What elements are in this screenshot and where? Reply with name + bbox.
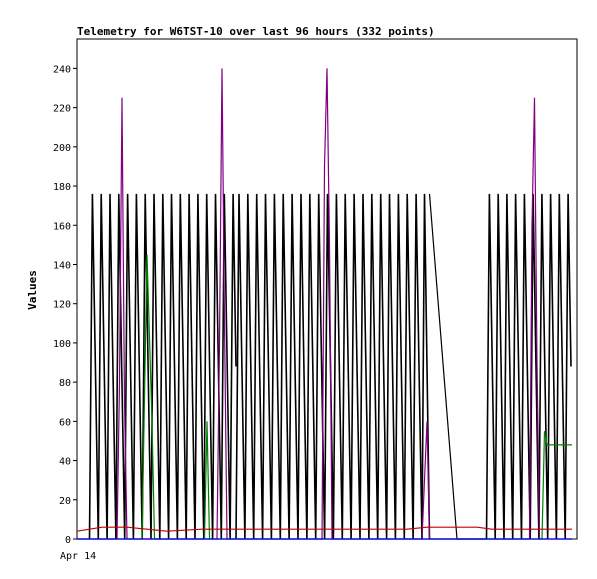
series-line — [485, 193, 572, 540]
y-tick-label: 180 — [53, 182, 71, 193]
y-tick-label: 100 — [53, 339, 71, 350]
y-tick-label: 20 — [59, 496, 71, 507]
y-tick-label: 220 — [53, 104, 71, 115]
series-line — [235, 193, 423, 540]
y-tick-label: 240 — [53, 64, 71, 75]
y-axis-label: Values — [26, 270, 39, 310]
series-line — [88, 193, 237, 540]
y-tick-label: 0 — [65, 535, 71, 546]
y-tick-label: 40 — [59, 457, 71, 468]
series-line — [76, 526, 572, 532]
series-line — [428, 193, 487, 540]
y-tick-label: 160 — [53, 221, 71, 232]
y-tick-label: 120 — [53, 300, 71, 311]
series-layer — [76, 68, 572, 540]
series-line — [77, 68, 572, 540]
chart-title: Telemetry for W6TST-10 over last 96 hour… — [77, 25, 435, 38]
y-tick-label: 80 — [59, 378, 71, 389]
y-tick-label: 200 — [53, 143, 71, 154]
y-axis: 0 20 40 60 80 100 120 140 160 180 200 220 240 — [53, 64, 77, 546]
series-line — [77, 254, 572, 540]
y-tick-label: 140 — [53, 260, 71, 271]
y-tick-label: 60 — [59, 417, 71, 428]
x-tick-label: Apr 14 — [60, 551, 96, 562]
